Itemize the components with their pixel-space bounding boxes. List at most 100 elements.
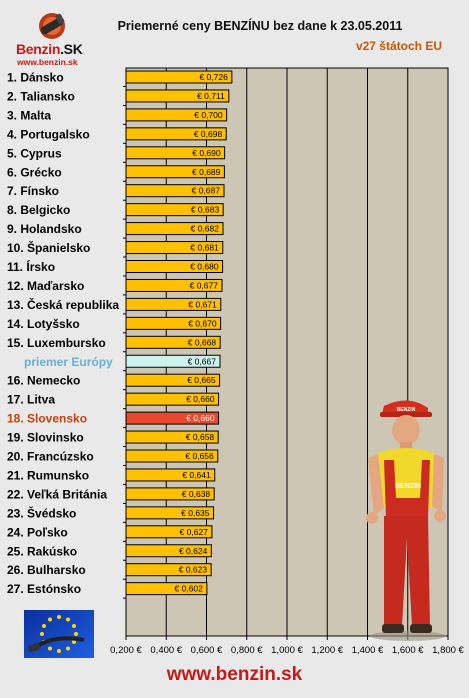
bar-25 bbox=[125, 525, 213, 539]
value-label: € 0,682 bbox=[191, 224, 220, 234]
bar-22 bbox=[125, 468, 216, 482]
bar-4 bbox=[125, 127, 227, 141]
value-label: € 0,638 bbox=[182, 489, 211, 499]
category-label: priemer Európy bbox=[24, 355, 113, 369]
category-label: 2. Taliansko bbox=[7, 89, 75, 103]
value-label: € 0,700 bbox=[194, 110, 223, 120]
value-label: € 0,671 bbox=[188, 299, 217, 309]
bar-19 bbox=[125, 411, 220, 425]
chart-subtitle: v27 štátoch EU bbox=[355, 39, 442, 53]
category-label: 8. Belgicko bbox=[7, 203, 70, 217]
value-label: € 0,683 bbox=[191, 205, 220, 215]
logo-brand-main: Benzin bbox=[16, 41, 61, 57]
category-label: 12. Maďarsko bbox=[7, 279, 84, 293]
x-tick-label: 0,800 € bbox=[231, 645, 263, 656]
bar-6 bbox=[125, 165, 225, 179]
bar-24 bbox=[125, 506, 215, 520]
value-label: € 0,667 bbox=[188, 356, 217, 366]
value-label: € 0,641 bbox=[182, 470, 211, 480]
gas-attendant-mascot: BENZIN BENZIN bbox=[366, 400, 446, 641]
bar-8 bbox=[125, 203, 224, 217]
category-label: 6. Grécko bbox=[7, 165, 62, 179]
bar-series bbox=[123, 68, 233, 636]
bar-12 bbox=[125, 278, 223, 292]
benzin-logo[interactable]: Benzin.SK www.benzin.sk bbox=[12, 8, 90, 67]
category-label: 19. Slovinsko bbox=[7, 431, 84, 445]
category-label: 21. Rumunsko bbox=[7, 468, 89, 482]
bar-15 bbox=[125, 335, 221, 349]
category-label: 23. Švédsko bbox=[7, 505, 76, 520]
bar-21 bbox=[125, 449, 219, 463]
bar-5 bbox=[125, 146, 226, 160]
eu-flag-pump-icon bbox=[24, 610, 94, 658]
value-labels: € 0,726 € 0,711 € 0,700 € 0,698 € 0,690 € 0,6… bbox=[175, 72, 229, 594]
category-label: 15. Luxembursko bbox=[7, 336, 106, 350]
mascot-cap-text: BENZIN bbox=[397, 407, 416, 413]
logo-url: www.benzin.sk bbox=[17, 57, 78, 67]
category-label: 3. Malta bbox=[7, 108, 51, 122]
bar-28 bbox=[125, 582, 208, 596]
value-label: € 0,656 bbox=[185, 451, 214, 461]
category-label: 5. Cyprus bbox=[7, 146, 62, 160]
bar-27 bbox=[125, 563, 212, 577]
bar-3 bbox=[125, 108, 228, 122]
value-label: € 0,690 bbox=[192, 148, 221, 158]
logo-wordmark: Benzin.SK bbox=[16, 41, 83, 57]
x-axis: 0,200 € 0,400 € 0,600 € 0,800 € 1,000 € 1,200… bbox=[110, 636, 465, 656]
bar-14 bbox=[125, 316, 222, 330]
value-label: € 0,681 bbox=[190, 243, 219, 253]
category-label: 4. Portugalsko bbox=[7, 127, 90, 141]
bar-11 bbox=[125, 260, 224, 273]
value-label: € 0,660 bbox=[186, 394, 215, 404]
category-label: 27. Estónsko bbox=[7, 582, 81, 596]
category-label: 16. Nemecko bbox=[7, 374, 80, 388]
value-label: € 0,623 bbox=[179, 565, 208, 575]
category-label: 11. Írsko bbox=[7, 259, 55, 274]
x-tick-label: 1,600 € bbox=[392, 645, 424, 656]
x-tick-label: 1,200 € bbox=[311, 645, 343, 656]
x-tick-label: 0,400 € bbox=[150, 645, 182, 656]
bar-20 bbox=[125, 430, 219, 444]
value-label: € 0,627 bbox=[180, 527, 209, 537]
logo-brand-suffix: .SK bbox=[60, 41, 83, 57]
bar-18 bbox=[125, 392, 220, 406]
category-label: 22. Veľká Británia bbox=[7, 487, 107, 501]
value-label: € 0,624 bbox=[179, 546, 208, 556]
bar-23 bbox=[125, 487, 215, 501]
category-labels: 1. Dánsko 2. Taliansko 3. Malta 4. Portugal… bbox=[7, 71, 119, 597]
value-label: € 0,668 bbox=[188, 337, 217, 347]
fuel-nozzle-icon bbox=[39, 13, 65, 39]
bar-1 bbox=[125, 70, 233, 84]
category-label: 17. Litva bbox=[7, 393, 55, 407]
bar-10 bbox=[125, 241, 224, 255]
value-label: € 0,680 bbox=[190, 262, 219, 272]
category-label: 13. Česká republika bbox=[7, 297, 119, 312]
value-label: € 0,689 bbox=[192, 167, 221, 177]
bar-7 bbox=[125, 184, 225, 198]
bar-16 bbox=[125, 354, 221, 368]
footer-url[interactable]: www.benzin.sk bbox=[166, 664, 303, 685]
x-tick-label: 0,600 € bbox=[191, 645, 223, 656]
value-label: € 0,711 bbox=[197, 91, 225, 101]
category-label: 26. Bulharsko bbox=[7, 563, 86, 577]
mascot-shirt-text: BENZIN bbox=[395, 483, 421, 490]
value-label: € 0,660 bbox=[186, 413, 215, 423]
value-label: € 0,726 bbox=[199, 72, 228, 82]
bar-13 bbox=[125, 297, 222, 311]
value-label: € 0,677 bbox=[190, 280, 219, 290]
value-label: € 0,687 bbox=[192, 186, 221, 196]
category-label: 18. Slovensko bbox=[7, 412, 87, 426]
x-tick-label: 1,800 € bbox=[432, 645, 464, 656]
bar-9 bbox=[125, 222, 224, 236]
bar-26 bbox=[125, 544, 212, 558]
category-label: 1. Dánsko bbox=[7, 71, 64, 85]
category-label: 10. Španielsko bbox=[7, 240, 90, 255]
value-label: € 0,698 bbox=[194, 129, 223, 139]
bar-2 bbox=[125, 89, 230, 103]
x-tick-label: 1,000 € bbox=[271, 645, 303, 656]
value-label: € 0,602 bbox=[175, 584, 204, 594]
category-label: 20. Francúzsko bbox=[7, 450, 94, 464]
x-tick-label: 1,400 € bbox=[352, 645, 384, 656]
chart-title: Priemerné ceny BENZÍNU bez dane k 23.05.… bbox=[117, 19, 403, 33]
category-label: 14. Lotyšsko bbox=[7, 317, 80, 331]
